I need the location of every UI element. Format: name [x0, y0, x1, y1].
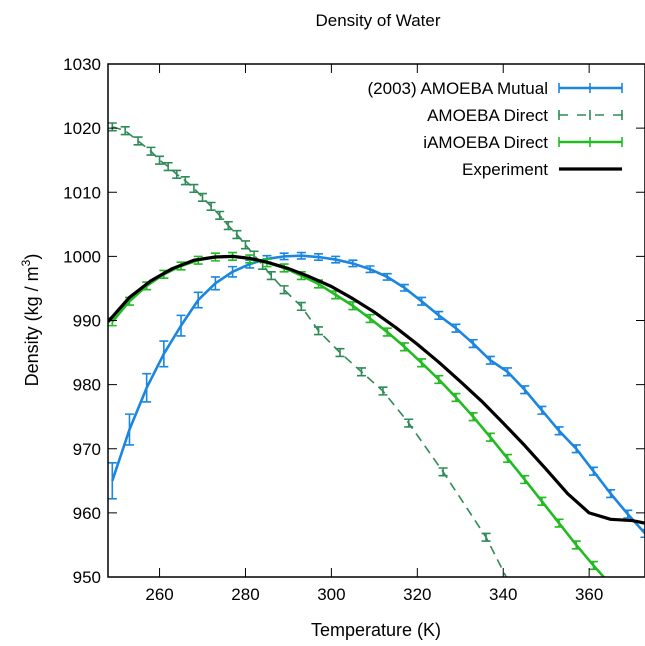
series-amoeba-direct-errorbar	[482, 533, 491, 541]
legend-label: Experiment	[462, 160, 548, 179]
series-2003-amoeba-mutual	[108, 253, 645, 538]
chart-title: Density of Water	[315, 11, 440, 30]
y-tick-label: 1020	[63, 119, 101, 138]
y-tick-label: 960	[73, 504, 101, 523]
series-iamoeba-direct-errorbar	[641, 618, 645, 626]
legend-label: (2003) AMOEBA Mutual	[368, 79, 548, 98]
series-experiment	[108, 256, 645, 523]
legend-label: iAMOEBA Direct	[423, 133, 548, 152]
y-axis: 950 960 970 980 990 1000 1010 1020 1030	[63, 55, 645, 587]
series-amoeba-direct-line	[112, 127, 529, 622]
x-tick-label: 260	[145, 585, 173, 604]
series-amoeba-direct-errorbar	[525, 618, 534, 626]
y-tick-label: 980	[73, 376, 101, 395]
series-iamoeba-direct-errorbar	[606, 581, 615, 589]
x-tick-label: 320	[403, 585, 431, 604]
x-tick-label: 300	[317, 585, 345, 604]
series-amoeba-direct-errorbar	[439, 468, 448, 476]
series-amoeba-direct	[108, 123, 534, 626]
y-tick-label: 990	[73, 312, 101, 331]
series-amoeba-direct-errorbar	[108, 123, 117, 131]
y-tick-label: 950	[73, 568, 101, 587]
y-tick-label: 970	[73, 440, 101, 459]
legend-label: AMOEBA Direct	[427, 106, 548, 125]
legend: (2003) AMOEBA Mutual AMOEBA Direct iAMOEBA…	[368, 79, 622, 179]
y-tick-label: 1000	[63, 247, 101, 266]
y-tick-label: 1010	[63, 183, 101, 202]
x-tick-label: 340	[489, 585, 517, 604]
x-tick-label: 280	[231, 585, 259, 604]
plot-series-layer	[108, 123, 645, 626]
y-axis-label-close: )	[22, 254, 42, 260]
series-amoeba-direct-errorbar	[404, 419, 413, 427]
y-axis-label-main: Density (kg / m	[22, 266, 42, 386]
series-experiment-line	[108, 256, 645, 523]
series-iamoeba-direct-errorbar	[623, 599, 632, 607]
series-amoeba-direct-errorbar	[314, 327, 323, 335]
series-iamoeba-direct	[108, 253, 645, 626]
x-axis-label: Temperature (K)	[311, 620, 441, 640]
y-tick-label: 1030	[63, 55, 101, 74]
y-axis-label: Density (kg / m3)	[19, 254, 42, 387]
x-tick-label: 360	[575, 585, 603, 604]
